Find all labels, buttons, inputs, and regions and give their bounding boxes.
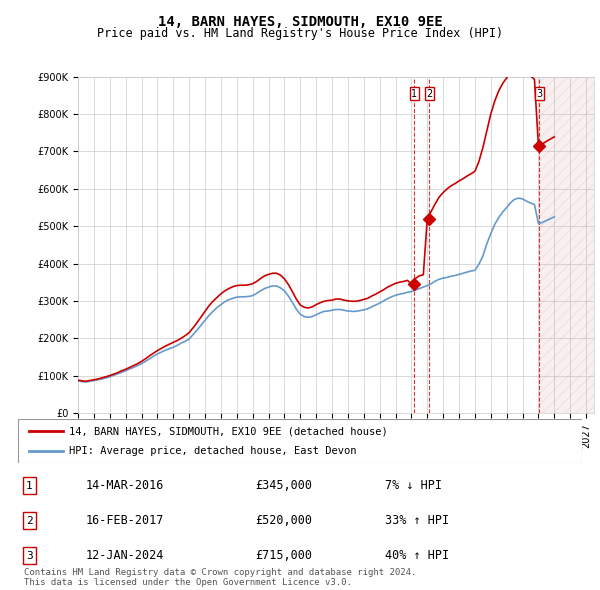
Text: HPI: Average price, detached house, East Devon: HPI: Average price, detached house, East… <box>69 446 356 455</box>
Text: 40% ↑ HPI: 40% ↑ HPI <box>385 549 449 562</box>
Text: 14, BARN HAYES, SIDMOUTH, EX10 9EE: 14, BARN HAYES, SIDMOUTH, EX10 9EE <box>158 15 442 29</box>
Text: 3: 3 <box>26 550 32 560</box>
Text: 2: 2 <box>26 516 32 526</box>
Text: Price paid vs. HM Land Registry's House Price Index (HPI): Price paid vs. HM Land Registry's House … <box>97 27 503 40</box>
Bar <box>539 77 594 413</box>
Text: 2: 2 <box>426 88 433 99</box>
Text: 1: 1 <box>26 481 32 491</box>
Text: 3: 3 <box>536 88 542 99</box>
Text: 16-FEB-2017: 16-FEB-2017 <box>86 514 164 527</box>
Text: 14-MAR-2016: 14-MAR-2016 <box>86 479 164 492</box>
Text: 12-JAN-2024: 12-JAN-2024 <box>86 549 164 562</box>
Text: Contains HM Land Registry data © Crown copyright and database right 2024.
This d: Contains HM Land Registry data © Crown c… <box>24 568 416 587</box>
Text: £715,000: £715,000 <box>255 549 312 562</box>
FancyBboxPatch shape <box>18 419 582 463</box>
Text: £520,000: £520,000 <box>255 514 312 527</box>
Text: 14, BARN HAYES, SIDMOUTH, EX10 9EE (detached house): 14, BARN HAYES, SIDMOUTH, EX10 9EE (deta… <box>69 427 388 436</box>
Text: £345,000: £345,000 <box>255 479 312 492</box>
Text: 1: 1 <box>412 88 418 99</box>
Text: 7% ↓ HPI: 7% ↓ HPI <box>385 479 442 492</box>
Text: 33% ↑ HPI: 33% ↑ HPI <box>385 514 449 527</box>
